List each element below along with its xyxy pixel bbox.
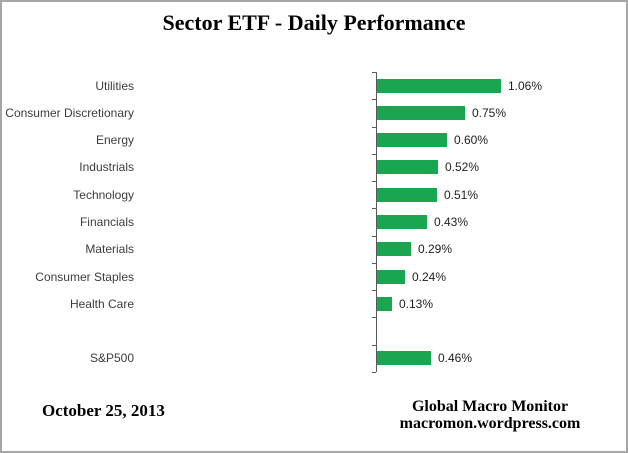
bar: [377, 351, 431, 366]
axis-tick: [372, 235, 376, 237]
bar-value-label: 0.43%: [434, 215, 469, 229]
axis-tick: [372, 181, 376, 183]
category-label: Consumer Staples: [35, 269, 134, 284]
axis-tick: [372, 72, 376, 73]
category-label: Consumer Discretionary: [5, 105, 134, 120]
bar-value-label: 0.75%: [472, 105, 507, 120]
axis-tick: [372, 372, 376, 373]
category-label: Health Care: [69, 296, 134, 311]
axis-tick: [372, 153, 376, 155]
axis-tick: [372, 290, 376, 292]
axis-tick: [372, 208, 376, 210]
bar-value-label: 0.52%: [445, 160, 480, 175]
bar: [377, 215, 427, 229]
bar: [377, 133, 447, 148]
axis-tick: [372, 126, 376, 128]
y-axis-line: [376, 72, 377, 372]
axis-tick: [372, 317, 376, 319]
category-label: Energy: [95, 133, 134, 148]
category-label: Utilities: [95, 78, 134, 93]
bar: [377, 242, 411, 257]
bar: [377, 105, 465, 120]
bar: [377, 187, 437, 202]
category-label: Technology: [73, 187, 134, 202]
bar-value-label: 0.51%: [444, 187, 479, 202]
attribution: Global Macro Monitor macromon.wordpress.…: [377, 398, 603, 432]
bar-value-label: 1.06%: [508, 78, 543, 93]
attribution-line1: Global Macro Monitor: [411, 398, 569, 415]
bar-value-label: 0.46%: [438, 351, 473, 366]
bar-value-label: 0.29%: [418, 242, 453, 257]
chart-title: Sector ETF - Daily Performance: [162, 10, 466, 35]
bar-value-label: 0.24%: [412, 269, 447, 284]
category-label: Financials: [79, 215, 134, 229]
attribution-line2: macromon.wordpress.com: [399, 415, 581, 432]
category-label: Industrials: [79, 160, 134, 175]
bar: [377, 296, 392, 311]
axis-tick: [372, 99, 376, 101]
axis-tick: [372, 262, 376, 264]
category-label: S&P500: [89, 351, 134, 366]
date-label: October 25, 2013: [42, 401, 165, 420]
axis-tick: [372, 344, 376, 346]
bar: [377, 160, 438, 175]
bar: [377, 78, 501, 93]
bar-value-label: 0.13%: [399, 296, 434, 311]
bar-value-label: 0.60%: [454, 133, 489, 148]
category-label: Materials: [85, 242, 134, 257]
bar: [377, 269, 405, 284]
